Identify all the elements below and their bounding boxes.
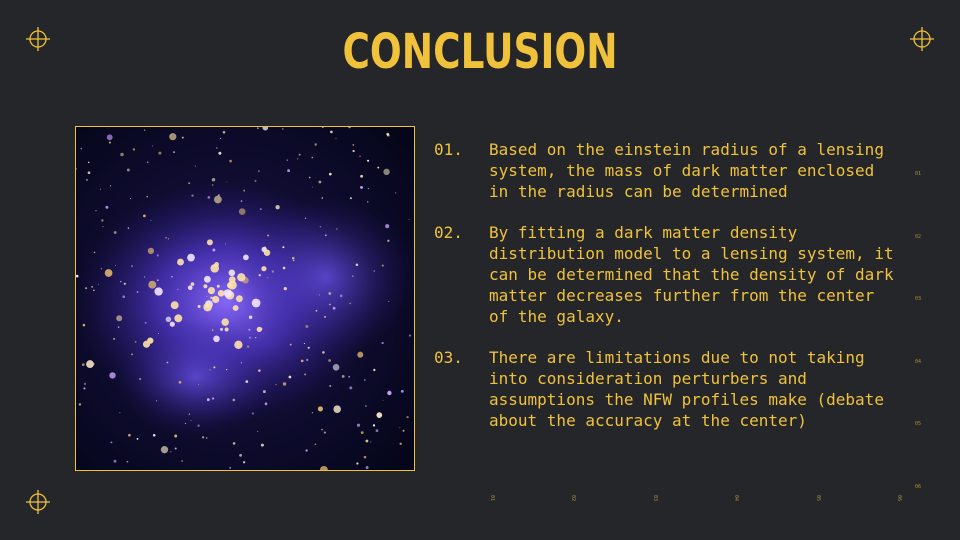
crosshair-icon bbox=[910, 27, 934, 51]
ruler-tick-label: 06 bbox=[915, 484, 922, 490]
item-number: 03. bbox=[434, 348, 463, 368]
ruler-tick-label: 04 bbox=[915, 359, 922, 365]
page-title: CONCLUSION bbox=[342, 24, 618, 80]
ruler-tick-label: 02 bbox=[570, 494, 577, 502]
ruler-tick-label: 01 bbox=[489, 494, 496, 502]
list-item: 03. There are limitations due to not tak… bbox=[434, 348, 904, 431]
list-item: 01. Based on the einstein radius of a le… bbox=[434, 140, 904, 202]
ruler-tick-label: 04 bbox=[733, 494, 740, 502]
item-number: 02. bbox=[434, 223, 463, 243]
item-text: Based on the einstein radius of a lensin… bbox=[489, 140, 884, 201]
item-number: 01. bbox=[434, 140, 463, 159]
ruler-tick-label: 01 bbox=[915, 171, 922, 177]
conclusion-list: 01. Based on the einstein radius of a le… bbox=[434, 140, 904, 453]
galaxy-cluster-image bbox=[75, 126, 415, 471]
ruler-tick-label: 03 bbox=[915, 296, 922, 302]
crosshair-icon bbox=[26, 27, 50, 51]
crosshair-icon bbox=[26, 490, 50, 514]
ruler-tick-label: 03 bbox=[652, 494, 659, 502]
ruler-tick-label: 05 bbox=[915, 421, 922, 427]
list-item: 02. By fitting a dark matter density dis… bbox=[434, 223, 904, 327]
item-text: There are limitations due to not taking … bbox=[489, 348, 884, 430]
ruler-tick-label: 05 bbox=[815, 494, 822, 502]
item-text: By fitting a dark matter density distrib… bbox=[489, 223, 894, 326]
ruler-tick-label: 06 bbox=[896, 494, 903, 502]
ruler-tick-label: 02 bbox=[915, 234, 922, 240]
